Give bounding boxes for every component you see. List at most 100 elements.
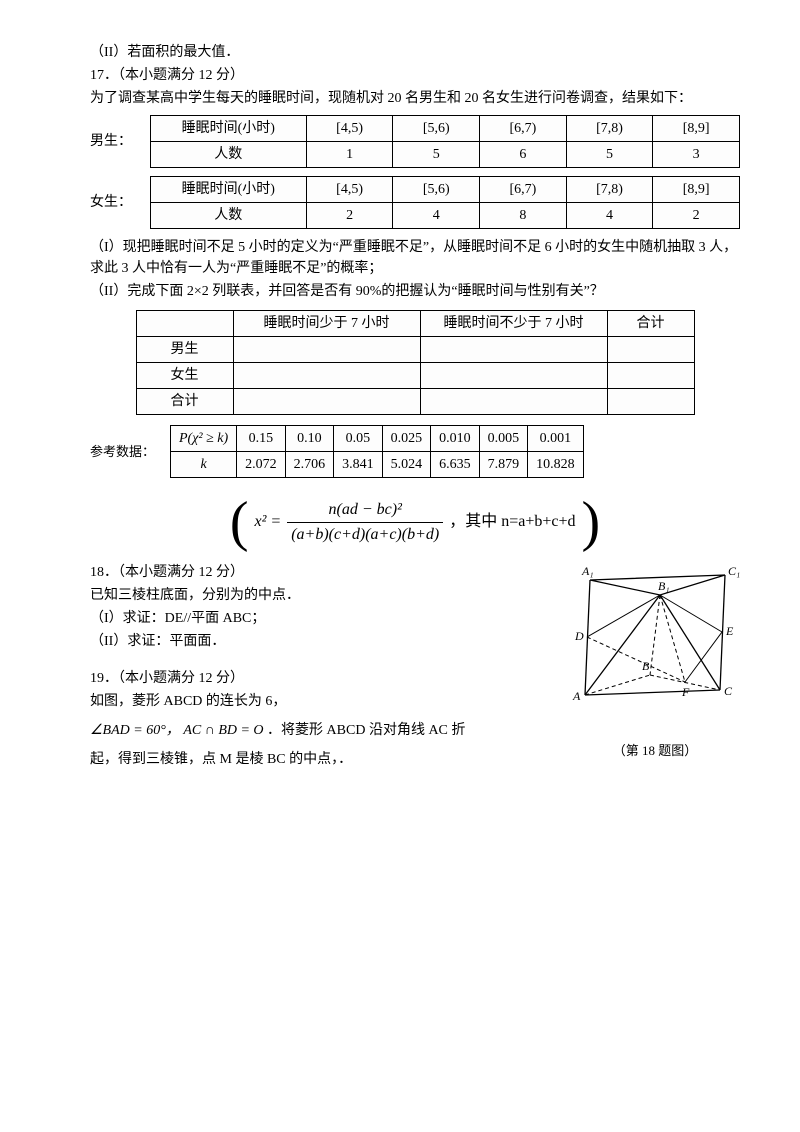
q18-figure: A₁ B₁ C₁ A B C D E F （第 18 题图） [570,560,740,761]
cell: 女生 [136,363,233,389]
intersect-expr: AC ∩ BD = O [183,723,263,738]
formula-lhs: x² = [254,510,281,534]
q17-part2: （II）完成下面 2×2 列联表，并回答是否有 90%的把握认为“睡眠时间与性别… [90,281,740,302]
girls-header-row: 睡眠时间(小时) [4,5) [5,6) [6,7) [7,8) [8,9] [150,177,739,203]
q19-tail: ．将菱形 ABCD 沿对角线 AC 折 [267,723,465,738]
contingency-row: 女生 [136,363,694,389]
contingency-row: 合计 [136,389,694,415]
sleep-header: 睡眠时间(小时) [150,116,306,142]
count-header: 人数 [150,142,306,168]
contingency-header: 睡眠时间少于 7 小时 睡眠时间不少于 7 小时 合计 [136,311,694,337]
boys-table: 睡眠时间(小时) [4,5) [5,6) [6,7) [7,8) [8,9] 人… [150,115,740,168]
girls-label: 女生： [90,192,140,213]
cell: 2 [653,203,740,229]
label-C1: C₁ [728,564,740,578]
label-D: D [574,629,584,643]
boys-label: 男生： [90,131,140,152]
cell: 0.10 [285,426,334,452]
boys-count-row: 人数 1 5 6 5 3 [150,142,739,168]
cell: 4 [566,203,653,229]
formula-fraction: n(ad − bc)² (a+b)(c+d)(a+c)(b+d) [287,498,443,547]
k-header: k [171,452,237,478]
q18-line3: （II）求证：平面面． [90,631,550,652]
label-A: A [572,689,581,703]
right-paren-icon: ) [582,494,601,550]
left-paren-icon: ( [230,494,249,550]
q19-line1: 如图，菱形 ABCD 的连长为 6， [90,691,550,712]
girls-table: 睡眠时间(小时) [4,5) [5,6) [6,7) [7,8) [8,9] 人… [150,176,740,229]
interval: [7,8) [566,177,653,203]
angle-expr: ∠BAD = 60°， [90,723,180,738]
sleep-header: 睡眠时间(小时) [150,177,306,203]
count-header: 人数 [150,203,306,229]
cell: 2.706 [285,452,334,478]
label-A1: A₁ [581,564,594,578]
q18-line2: （I）求证：DE//平面 ABC； [90,608,550,629]
cell: 0.001 [528,426,584,452]
interval: [8,9] [653,116,740,142]
contingency-table: 睡眠时间少于 7 小时 睡眠时间不少于 7 小时 合计 男生 女生 合计 [136,310,695,415]
q19-line3: 起，得到三棱锥，点 M 是棱 BC 的中点，． [90,749,550,770]
cell: 0.010 [431,426,480,452]
interval: [4,5) [306,116,393,142]
boys-header-row: 睡眠时间(小时) [4,5) [5,6) [6,7) [7,8) [8,9] [150,116,739,142]
p-header: P(χ² ≥ k) [171,426,237,452]
cell: 0.025 [382,426,431,452]
cell: 8 [480,203,567,229]
cell: 7.879 [479,452,528,478]
cell: 0.005 [479,426,528,452]
reference-p-row: P(χ² ≥ k) 0.15 0.10 0.05 0.025 0.010 0.0… [171,426,584,452]
reference-row: 参考数据： P(χ² ≥ k) 0.15 0.10 0.05 0.025 0.0… [90,423,740,480]
cell: 2.072 [237,452,286,478]
boys-table-row: 男生： 睡眠时间(小时) [4,5) [5,6) [6,7) [7,8) [8,… [90,113,740,170]
girls-table-row: 女生： 睡眠时间(小时) [4,5) [5,6) [6,7) [7,8) [8,… [90,174,740,231]
cell: 合计 [136,389,233,415]
cell: 合计 [607,311,694,337]
label-F: F [681,685,690,699]
cell: 4 [393,203,480,229]
girls-count-row: 人数 2 4 8 4 2 [150,203,739,229]
q18-caption: （第 18 题图） [570,741,740,761]
prism-svg: A₁ B₁ C₁ A B C D E F [570,560,740,730]
cell [136,311,233,337]
cell: 6 [480,142,567,168]
label-C: C [724,684,733,698]
interval: [8,9] [653,177,740,203]
cell: 睡眠时间不少于 7 小时 [420,311,607,337]
interval: [4,5) [306,177,393,203]
q19-header: 19．（本小题满分 12 分） [90,668,550,689]
q17-intro: 为了调查某高中学生每天的睡眠时间，现随机对 20 名男生和 20 名女生进行问卷… [90,88,740,109]
cell: 2 [306,203,393,229]
cell: 5.024 [382,452,431,478]
cell: 3.841 [334,452,383,478]
cell: 6.635 [431,452,480,478]
label-E: E [725,624,734,638]
formula-denominator: (a+b)(c+d)(a+c)(b+d) [287,523,443,547]
reference-k-row: k 2.072 2.706 3.841 5.024 6.635 7.879 10… [171,452,584,478]
cell: 5 [566,142,653,168]
q17-header: 17．（本小题满分 12 分） [90,65,740,86]
q18-header: 18．（本小题满分 12 分） [90,562,550,583]
label-B1: B₁ [658,579,670,593]
cell: 0.05 [334,426,383,452]
cell: 男生 [136,337,233,363]
interval: [5,6) [393,177,480,203]
q18-section: 18．（本小题满分 12 分） 已知三棱柱底面，分别为的中点． （I）求证：DE… [90,560,740,772]
formula-tail: ，其中 n=a+b+c+d [449,510,575,534]
q17-part1: （I）现把睡眠时间不足 5 小时的定义为“严重睡眠不足”，从睡眠时间不足 6 小… [90,237,740,279]
cell: 3 [653,142,740,168]
contingency-row: 男生 [136,337,694,363]
interval: [6,7) [480,116,567,142]
label-B: B [642,659,650,673]
interval: [6,7) [480,177,567,203]
q18-line1: 已知三棱柱底面，分别为的中点． [90,585,550,606]
q16-part2: （II）若面积的最大值． [90,42,740,63]
cell: 10.828 [528,452,584,478]
cell: 5 [393,142,480,168]
interval: [5,6) [393,116,480,142]
cell: 1 [306,142,393,168]
reference-table: P(χ² ≥ k) 0.15 0.10 0.05 0.025 0.010 0.0… [170,425,584,478]
formula-numerator: n(ad − bc)² [287,498,443,523]
cell: 0.15 [237,426,286,452]
interval: [7,8) [566,116,653,142]
